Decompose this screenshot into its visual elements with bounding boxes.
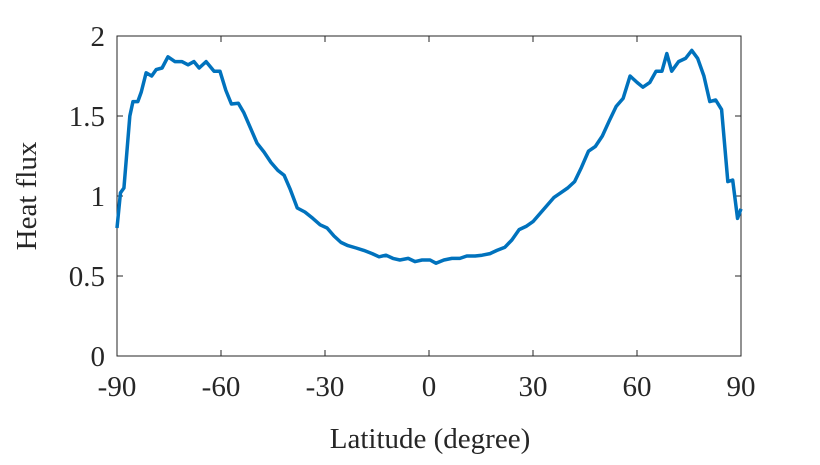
y-tick-label: 2	[91, 21, 106, 53]
x-tick-label: -30	[306, 371, 345, 403]
y-axis-label: Heat flux	[11, 141, 43, 250]
y-tick-label: 0.5	[69, 261, 105, 293]
x-tick-label: -60	[202, 371, 241, 403]
x-tick-label: 60	[623, 371, 652, 403]
x-tick-label: 90	[727, 371, 756, 403]
x-tick-label: 0	[422, 371, 437, 403]
x-axis-label: Latitude (degree)	[330, 423, 530, 455]
y-tick-label: 0	[91, 341, 106, 373]
y-tick-label: 1.5	[69, 101, 105, 133]
x-tick-label: -90	[98, 371, 137, 403]
x-tick-label: 30	[519, 371, 548, 403]
data-line	[115, 48, 743, 265]
y-tick-label: 1	[91, 181, 106, 213]
